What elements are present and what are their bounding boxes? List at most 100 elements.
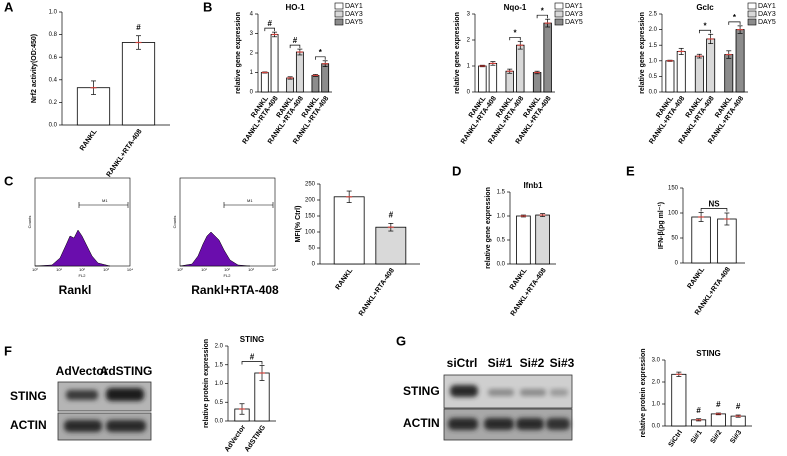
x-tick-label: SiCtrl bbox=[668, 429, 684, 448]
bar bbox=[260, 72, 269, 93]
y-tick-label: 100 bbox=[668, 211, 679, 217]
error-bar bbox=[715, 412, 722, 416]
significance-label: # bbox=[250, 353, 255, 362]
axis-label: FL2 bbox=[79, 273, 87, 278]
tick-label: 10² bbox=[79, 267, 85, 272]
legend-swatch bbox=[334, 18, 344, 26]
y-tick-label: 0.0 bbox=[215, 419, 224, 425]
error-bar bbox=[539, 213, 546, 217]
bar bbox=[516, 215, 531, 265]
error-bar bbox=[296, 48, 303, 56]
error-bar bbox=[479, 64, 486, 68]
significance-bracket bbox=[264, 27, 275, 32]
y-tick-label: 0 bbox=[675, 261, 679, 267]
tick-label: 10⁰ bbox=[32, 267, 38, 272]
row-label: STING bbox=[403, 384, 440, 398]
y-tick-label: 2 bbox=[250, 51, 254, 57]
y-tick-label: 1.5 bbox=[649, 43, 658, 49]
flow-plot: M1 Counts 10⁰ 10¹ 10² 10³ 10⁴ FL2 Rankl+… bbox=[172, 177, 279, 297]
error-bar bbox=[135, 35, 142, 50]
lane-label: AdVector bbox=[56, 364, 109, 378]
significance-bracket bbox=[509, 36, 521, 41]
tick-label: 10¹ bbox=[56, 267, 62, 272]
western-blot: siCtrl Si#1 Si#2 Si#3 STING ACTIN bbox=[403, 356, 575, 441]
error-bar bbox=[287, 76, 294, 80]
significance-bracket bbox=[698, 29, 712, 34]
y-tick-label: 1.5 bbox=[497, 190, 506, 196]
y-tick-label: 0.0 bbox=[49, 123, 58, 129]
significance-bracket bbox=[728, 21, 741, 25]
tick-label: 10⁴ bbox=[127, 267, 133, 272]
legend-swatch bbox=[334, 2, 344, 10]
bar bbox=[295, 51, 304, 93]
bar bbox=[676, 51, 686, 93]
error-bar bbox=[271, 31, 278, 38]
bar bbox=[694, 55, 704, 93]
legend-swatch bbox=[747, 10, 757, 18]
legend-label: DAY1 bbox=[345, 3, 363, 10]
significance-label: # bbox=[716, 400, 721, 409]
y-tick-label: 4 bbox=[250, 12, 254, 18]
western-blot: AdVector AdSTING STING ACTIN bbox=[10, 364, 152, 441]
significance-label: # bbox=[389, 210, 394, 219]
chart-title: Gclc bbox=[696, 3, 714, 12]
y-axis-label: relative gene expression bbox=[454, 12, 461, 94]
y-axis-label: relative gene expression bbox=[485, 187, 492, 269]
lane-label: Si#1 bbox=[488, 356, 513, 370]
x-tick-label: RANKL+RTA-408 bbox=[510, 267, 548, 317]
significance-label: # bbox=[136, 23, 141, 32]
bar bbox=[375, 226, 407, 265]
bar bbox=[717, 218, 737, 264]
bar bbox=[543, 22, 552, 93]
bar bbox=[665, 60, 675, 93]
bar bbox=[691, 216, 711, 264]
y-tick-label: 0.5 bbox=[497, 238, 506, 244]
panel-label: F bbox=[4, 343, 12, 358]
y-axis-label: relative gene expression bbox=[235, 12, 242, 94]
error-bar bbox=[678, 47, 685, 55]
legend-swatch bbox=[554, 2, 564, 10]
y-tick-label: 0.6 bbox=[49, 55, 58, 61]
significance-label: # bbox=[267, 19, 272, 28]
legend-label: DAY3 bbox=[758, 11, 776, 18]
y-axis-label: IFN-β(pg ml⁻¹) bbox=[658, 202, 665, 249]
y-tick-label: 2 bbox=[467, 38, 471, 44]
flow-caption: Rankl+RTA-408 bbox=[191, 283, 279, 297]
y-tick-label: 2.0 bbox=[215, 344, 224, 350]
y-tick-label: 1.0 bbox=[652, 402, 661, 408]
y-tick-label: 3 bbox=[467, 12, 471, 18]
y-tick-label: 250 bbox=[305, 182, 316, 188]
y-tick-label: 1.0 bbox=[49, 10, 58, 16]
axis-label: Counts bbox=[27, 216, 32, 229]
tick-label: 10¹ bbox=[201, 267, 207, 272]
significance-label: * bbox=[541, 6, 545, 15]
bar bbox=[321, 63, 330, 93]
y-tick-label: 150 bbox=[668, 186, 679, 192]
error-bar bbox=[261, 71, 268, 74]
significance-label: # bbox=[293, 36, 298, 45]
y-tick-label: 3 bbox=[250, 31, 254, 37]
bar bbox=[505, 70, 514, 93]
gate-label: M1 bbox=[102, 198, 108, 203]
legend-label: DAY5 bbox=[758, 19, 776, 26]
error-bar bbox=[346, 190, 353, 203]
legend-label: DAY3 bbox=[345, 11, 363, 18]
chart-title: Ifnb1 bbox=[523, 181, 543, 190]
y-tick-label: 1.5 bbox=[215, 362, 224, 368]
panel-label: E bbox=[626, 163, 635, 178]
error-bar bbox=[259, 365, 265, 381]
lane-label: Si#2 bbox=[520, 356, 545, 370]
tick-label: 10⁴ bbox=[272, 267, 278, 272]
tick-label: 10² bbox=[224, 267, 230, 272]
significance-label: * bbox=[513, 28, 517, 37]
x-tick-label: RANKL bbox=[335, 267, 355, 292]
error-bar bbox=[312, 74, 319, 77]
bar bbox=[121, 42, 156, 126]
significance-bracket bbox=[315, 56, 326, 60]
y-tick-label: 1.0 bbox=[497, 214, 506, 220]
error-bar bbox=[698, 212, 705, 222]
y-tick-label: 150 bbox=[305, 214, 316, 220]
x-tick-label: AdSTING bbox=[244, 424, 268, 454]
legend-swatch bbox=[554, 10, 564, 18]
y-axis-label: MFI(% Ctrl) bbox=[295, 206, 302, 243]
